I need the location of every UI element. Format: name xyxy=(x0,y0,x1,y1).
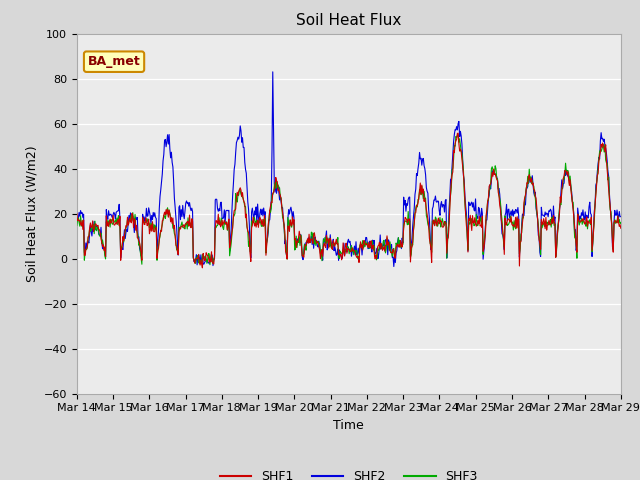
SHF2 xyxy=(139,211,147,217)
SHF1 xyxy=(416,189,424,194)
SHF2 xyxy=(194,254,202,260)
SHF1 xyxy=(83,246,90,252)
SHF1 xyxy=(73,211,81,216)
SHF2 xyxy=(390,264,397,269)
Line: SHF3: SHF3 xyxy=(77,134,621,265)
SHF3 xyxy=(431,214,439,220)
SHF3 xyxy=(194,252,202,258)
SHF2 xyxy=(83,246,90,252)
SHF2 xyxy=(433,199,440,204)
SHF1 xyxy=(223,227,231,233)
Y-axis label: Soil Heat Flux (W/m2): Soil Heat Flux (W/m2) xyxy=(25,145,38,282)
SHF1 xyxy=(198,265,206,271)
SHF1 xyxy=(431,216,439,222)
SHF1 xyxy=(454,130,462,136)
SHF2 xyxy=(417,156,424,162)
Text: BA_met: BA_met xyxy=(88,55,140,68)
SHF2 xyxy=(617,214,625,220)
SHF3 xyxy=(416,187,424,192)
SHF3 xyxy=(83,247,90,252)
SHF1 xyxy=(139,215,147,220)
Line: SHF2: SHF2 xyxy=(77,72,621,266)
SHF1 xyxy=(617,226,625,231)
SHF2 xyxy=(223,207,230,213)
Title: Soil Heat Flux: Soil Heat Flux xyxy=(296,13,401,28)
SHF2 xyxy=(269,69,276,75)
Legend: SHF1, SHF2, SHF3: SHF1, SHF2, SHF3 xyxy=(214,465,483,480)
SHF1 xyxy=(194,255,202,261)
SHF3 xyxy=(454,132,462,137)
SHF3 xyxy=(206,262,214,268)
SHF3 xyxy=(73,223,81,228)
SHF2 xyxy=(73,214,81,220)
Line: SHF1: SHF1 xyxy=(77,133,621,268)
SHF3 xyxy=(139,215,147,221)
X-axis label: Time: Time xyxy=(333,419,364,432)
SHF3 xyxy=(617,220,625,226)
SHF3 xyxy=(223,228,231,233)
